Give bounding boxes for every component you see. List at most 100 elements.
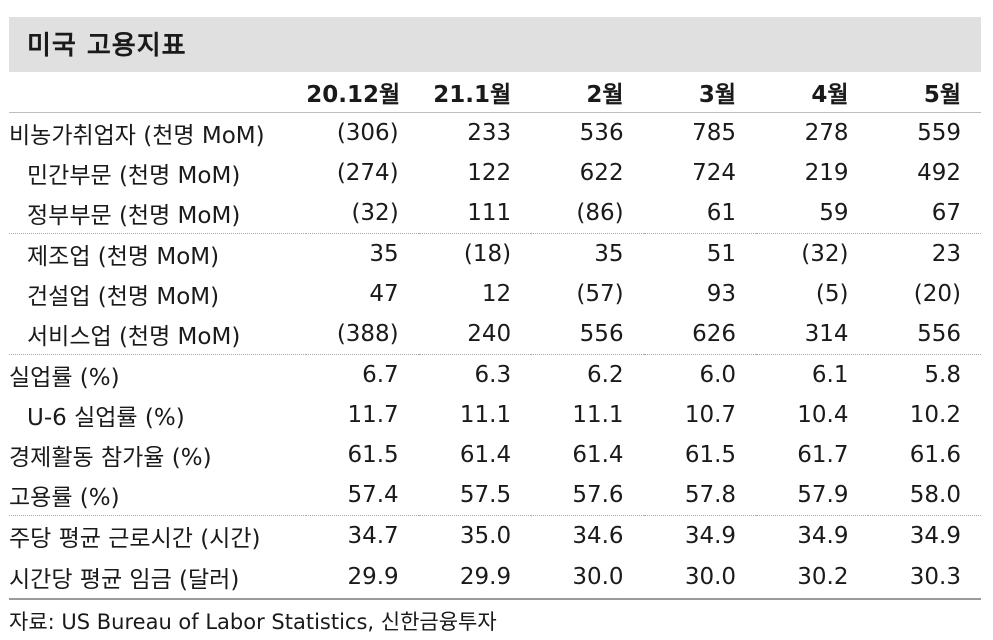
table-cell: 34.7 [306,515,419,556]
table-row: 정부부문 (천명 MoM) (32) 111 (86) 61 59 67 [9,193,981,234]
table-cell: 10.4 [797,402,849,428]
table-cell: 536 [579,120,624,146]
table-row: 실업률 (%) 6.7 6.3 6.2 6.0 6.1 5.8 [9,354,981,395]
table-row: 민간부문 (천명 MoM) (274) 122 622 724 219 492 [9,153,981,193]
table-cell: 492 [917,160,961,186]
table-cell: 34.9 [868,515,981,556]
table-cell: 240 [467,321,512,347]
table-cell: 12 [481,281,512,307]
table-cell: 11.1 [459,402,512,428]
table-cell: 61.6 [909,442,961,468]
header-cell: 5월 [868,72,981,113]
table-cell: 61.7 [797,442,849,468]
header-cell: 20.12월 [306,72,419,113]
table-row: 비농가취업자 (천명 MoM) (306) 233 536 785 278 55… [9,113,981,154]
table-cell: 6.7 [306,354,419,395]
row-label: 민간부문 (천명 MoM) [27,163,241,189]
table-cell: 30.3 [868,556,981,600]
table-cell: 122 [467,160,512,186]
table-cell: 314 [804,321,849,347]
table-row: 서비스업 (천명 MoM) (388) 240 556 626 314 556 [9,314,981,355]
table-cell: 111 [467,200,512,226]
table-cell: 556 [917,321,961,347]
table-row: 시간당 평균 임금 (달러) 29.9 29.9 30.0 30.0 30.2 … [9,556,981,600]
table-cell: 35 [531,233,644,274]
row-label: 고용률 (%) [9,485,120,511]
table-cell: 61.5 [347,442,399,468]
table-cell: (86) [576,200,624,226]
table-row: U-6 실업률 (%) 11.7 11.1 11.1 10.7 10.4 10.… [9,395,981,435]
table-cell: 67 [931,200,961,226]
table-cell: 35.0 [418,515,532,556]
table-cell: 57.8 [684,482,737,508]
row-label: 건설업 (천명 MoM) [27,284,220,310]
page-title: 미국 고용지표 [27,31,187,61]
table-cell: 57.5 [459,482,512,508]
table-cell: 6.1 [756,354,869,395]
header-cell: 4월 [756,72,869,113]
table-cell: 35 [306,233,419,274]
table-cell: (274) [336,160,399,186]
table-cell: 34.9 [643,515,757,556]
header-cell: 21.1월 [418,72,532,113]
table-cell: 23 [868,233,981,274]
table-cell: 10.2 [909,402,961,428]
table-cell: 233 [467,120,512,146]
row-label: 실업률 (%) [9,354,307,395]
table-cell: 34.9 [756,515,869,556]
table-cell: (18) [418,233,532,274]
table-cell: 93 [706,281,737,307]
table-cell: 51 [643,233,757,274]
header-cell-label [9,72,307,113]
table-cell: 556 [579,321,624,347]
table-cell: (32) [351,200,399,226]
row-label: 서비스업 (천명 MoM) [27,324,241,350]
table-cell: 61.4 [459,442,512,468]
table-row: 건설업 (천명 MoM) 47 12 (57) 93 (5) (20) [9,274,981,314]
table-row: 고용률 (%) 57.4 57.5 57.6 57.8 57.9 58.0 [9,475,981,516]
table-cell: 30.0 [643,556,757,600]
table-cell: 34.6 [531,515,644,556]
table-cell: 6.2 [531,354,644,395]
table-cell: 219 [804,160,849,186]
row-label: U-6 실업률 (%) [27,405,185,431]
table-cell: 61.4 [572,442,624,468]
table-cell: (5) [815,281,849,307]
table-cell: 29.9 [418,556,532,600]
table-cell: 59 [819,200,849,226]
row-label: 주당 평균 근로시간 (시간) [9,515,307,556]
table-row: 제조업 (천명 MoM) 35 (18) 35 51 (32) 23 [9,233,981,274]
table-cell: 559 [917,120,961,146]
table-cell: 57.4 [347,482,399,508]
table-row: 경제활동 참가율 (%) 61.5 61.4 61.4 61.5 61.7 61… [9,435,981,475]
header-cell: 3월 [643,72,757,113]
table-cell: 61.5 [684,442,737,468]
table-cell: 29.9 [306,556,419,600]
row-label: 경제활동 참가율 (%) [9,445,212,471]
table-cell: 11.7 [347,402,399,428]
table-cell: 6.0 [643,354,757,395]
table-cell: 626 [692,321,737,347]
table-cell: 30.0 [531,556,644,600]
table-cell: (32) [756,233,869,274]
row-label: 시간당 평균 임금 (달러) [9,556,307,600]
source-note: 자료: US Bureau of Labor Statistics, 신한금융투… [9,610,497,634]
table-cell: 47 [369,281,399,307]
table-cell: 57.9 [797,482,849,508]
header-row: 20.12월 21.1월 2월 3월 4월 5월 [9,72,981,113]
row-label: 제조업 (천명 MoM) [9,233,307,274]
title-bar: 미국 고용지표 [9,17,981,72]
table-cell: 10.7 [684,402,737,428]
table-cell: 5.8 [868,354,981,395]
table-cell: 724 [692,160,737,186]
table-cell: (57) [576,281,624,307]
table-cell: (388) [336,321,399,347]
table-cell: 61 [706,200,737,226]
table-cell: 622 [579,160,624,186]
row-label: 비농가취업자 (천명 MoM) [9,123,265,149]
table-cell: (20) [913,281,961,307]
table-cell: 11.1 [572,402,624,428]
table-cell: 58.0 [909,482,961,508]
header-cell: 2월 [531,72,644,113]
table-cell: 6.3 [418,354,532,395]
